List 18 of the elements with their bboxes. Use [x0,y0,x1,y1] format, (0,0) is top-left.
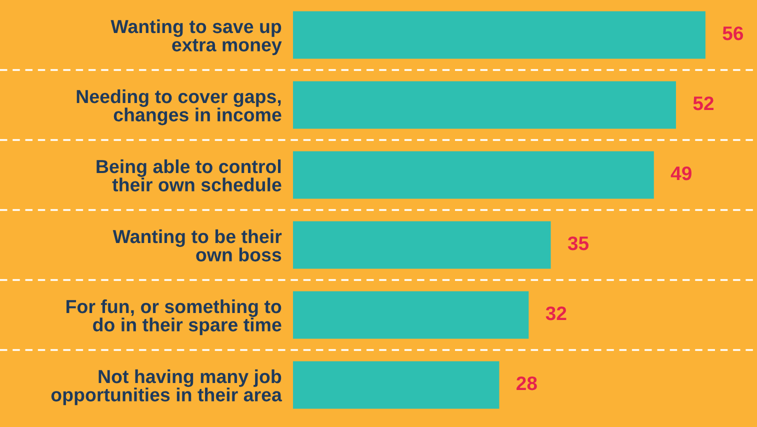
bar [293,151,654,199]
bar [293,291,529,339]
data-label: 28 [516,376,537,390]
y-tick-label: Wanting to be their own boss [112,229,282,262]
y-tick-label: For fun, or something to do in their spare time [66,299,282,336]
bar [293,361,500,409]
y-tick-label: Wanting to save up extra money [110,19,282,56]
bar [293,81,676,129]
bar [293,221,551,269]
y-tick-label: Needing to cover gaps, changes in income [76,89,282,126]
y-tick-label: Being able to control their own schedule [96,159,282,192]
bar [293,11,706,59]
data-label: 56 [722,26,744,40]
y-tick-label: Not having many job opportunities in their area [51,369,282,406]
data-label: 32 [546,306,566,320]
data-label: 52 [693,96,714,110]
data-label: 49 [670,166,692,180]
data-label: 35 [568,236,589,250]
